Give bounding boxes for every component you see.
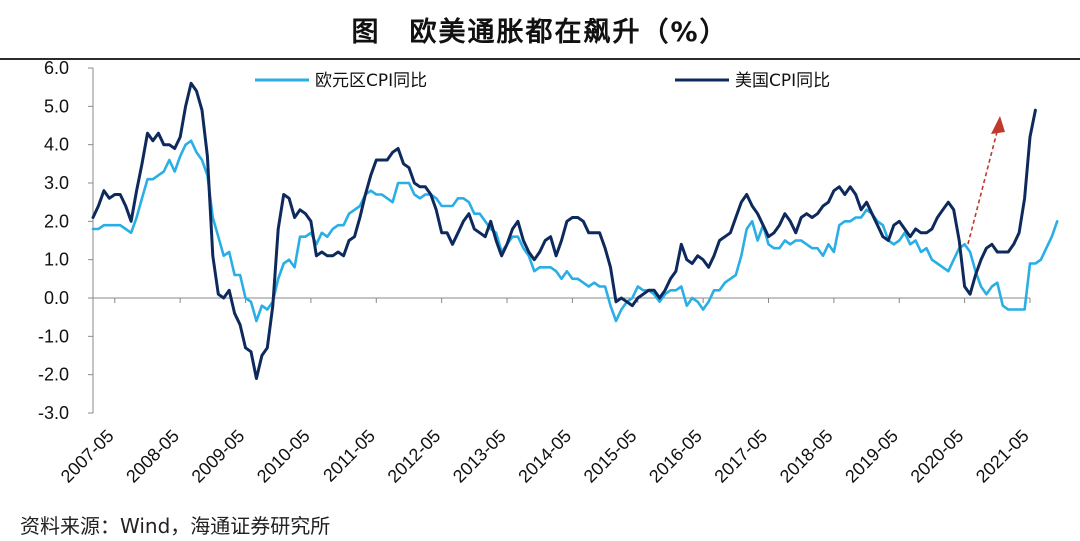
y-tick-label: -1.0 <box>38 326 69 346</box>
x-tick-label: 2015-05 <box>580 426 641 487</box>
y-tick-label: -2.0 <box>38 365 69 385</box>
annotations <box>967 116 1005 245</box>
y-tick-label: 5.0 <box>44 96 69 116</box>
legend-label: 欧元区CPI同比 <box>315 71 427 91</box>
x-tick-label: 2019-05 <box>841 426 902 487</box>
y-tick-label: 0.0 <box>44 288 69 308</box>
x-tick-label: 2009-05 <box>188 426 249 487</box>
trend-arrowhead <box>991 116 1005 134</box>
legend-label: 美国CPI同比 <box>735 71 830 91</box>
x-tick-label: 2014-05 <box>514 426 575 487</box>
axes: 6.0 5.0 4.0 3.0 2.0 1.0 0.0 -1.0 -2.0 -3.0 2007-05… <box>38 58 1033 487</box>
legend: 欧元区CPI同比 美国CPI同比 <box>255 71 830 91</box>
x-tick-label: 2016-05 <box>645 426 706 487</box>
x-tick-label: 2012-05 <box>384 426 445 487</box>
x-tick-label: 2008-05 <box>122 426 183 487</box>
trend-arrow <box>967 127 999 245</box>
series-lines <box>91 81 1059 380</box>
series-line-us-cpi <box>91 81 1037 380</box>
title-bar: 图 欧美通胀都在飙升（%） <box>0 0 1080 60</box>
x-tick-label: 2007-05 <box>57 426 118 487</box>
x-tick-label: 2021-05 <box>972 426 1033 487</box>
y-tick-label: 3.0 <box>44 173 69 193</box>
y-tick-label: 1.0 <box>44 250 69 270</box>
x-tick-label: 2018-05 <box>776 426 837 487</box>
x-tick-label: 2013-05 <box>449 426 510 487</box>
x-tick-label: 2017-05 <box>710 426 771 487</box>
chart-title: 图 欧美通胀都在飙升（%） <box>351 17 729 48</box>
x-tick-label: 2011-05 <box>319 426 379 486</box>
y-tick-label: 2.0 <box>44 211 69 231</box>
y-tick-label: 4.0 <box>44 135 69 155</box>
x-tick-label: 2010-05 <box>253 426 314 487</box>
series-line-eurozone-cpi <box>91 139 1059 323</box>
y-tick-label: -3.0 <box>38 403 69 423</box>
x-tick-label: 2020-05 <box>907 426 968 487</box>
y-tick-label: 6.0 <box>44 58 69 78</box>
source-note: 资料来源：Wind，海通证券研究所 <box>20 514 331 538</box>
